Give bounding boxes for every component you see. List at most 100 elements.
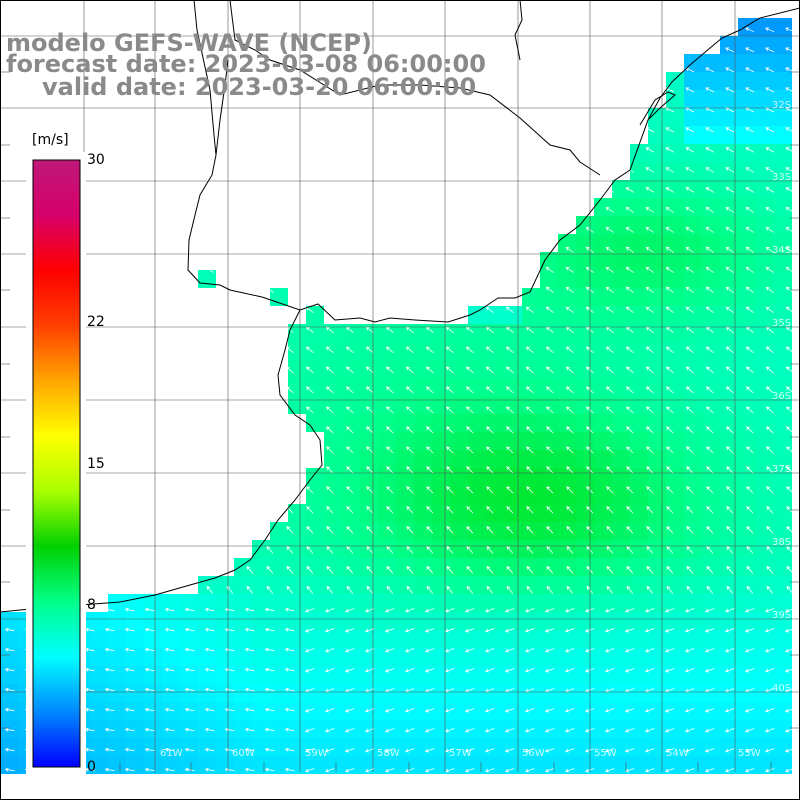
field-cell (720, 612, 738, 630)
wind-arrow (665, 207, 675, 213)
field-cell (522, 432, 540, 450)
wind-arrow (445, 668, 455, 673)
field-cell (774, 684, 792, 702)
field-cell (558, 648, 576, 666)
field-cell (738, 666, 756, 684)
wind-arrow (366, 506, 374, 514)
wind-arrow (386, 426, 394, 434)
wind-arrow (486, 585, 494, 594)
wind-arrow (666, 446, 674, 454)
wind-arrow (485, 306, 494, 314)
field-cell (450, 738, 468, 756)
wind-arrow (466, 486, 474, 494)
wind-arrow (306, 585, 314, 594)
wind-arrow (645, 187, 655, 193)
wind-arrow (345, 668, 355, 673)
wind-arrow (626, 506, 634, 514)
field-cell (684, 540, 702, 558)
field-cell (684, 468, 702, 486)
wind-arrow (465, 346, 474, 354)
field-cell (594, 666, 612, 684)
field-cell (756, 270, 774, 288)
field-cell (486, 450, 504, 468)
field-cell (414, 666, 432, 684)
field-cell (720, 54, 738, 72)
field-cell (558, 306, 576, 324)
field-cell (738, 252, 756, 270)
wind-arrow (326, 486, 334, 494)
wind-arrow (786, 406, 794, 414)
wind-arrow (425, 728, 435, 733)
field-cell (738, 270, 756, 288)
field-cell (756, 738, 774, 756)
field-cell (414, 576, 432, 594)
wind-arrow (625, 728, 635, 733)
field-cell (324, 450, 342, 468)
field-cell (540, 720, 558, 738)
field-cell (756, 486, 774, 504)
wind-arrow (686, 546, 694, 554)
field-cell (108, 648, 126, 666)
wind-arrow (645, 167, 655, 173)
field-cell (648, 702, 666, 720)
field-cell (342, 558, 360, 576)
field-cell (432, 558, 450, 576)
wind-arrow (645, 207, 655, 213)
field-cell (360, 342, 378, 360)
field-cell (396, 378, 414, 396)
field-cell (684, 162, 702, 180)
field-cell (486, 432, 504, 450)
field-cell (414, 756, 432, 774)
field-cell (630, 162, 648, 180)
field-cell (666, 90, 684, 108)
field-cell (342, 378, 360, 396)
field-cell (486, 522, 504, 540)
wind-arrow (325, 366, 334, 374)
wind-arrow (765, 127, 775, 133)
field-cell (756, 540, 774, 558)
field-cell (396, 360, 414, 378)
wind-arrow (224, 707, 235, 712)
field-cell (756, 36, 774, 54)
field-cell (486, 612, 504, 630)
wind-arrow (526, 386, 534, 394)
field-cell (702, 738, 720, 756)
wind-arrow (286, 546, 294, 554)
wind-arrow (566, 565, 574, 574)
field-cell (774, 720, 792, 738)
field-cell (378, 540, 396, 558)
field-cell (414, 720, 432, 738)
field-cell (414, 504, 432, 522)
field-cell (702, 54, 720, 72)
wind-arrow (765, 608, 775, 613)
wind-arrow (486, 546, 494, 554)
colorbar (32, 159, 81, 768)
field-cell (504, 342, 522, 360)
field-cell (396, 684, 414, 702)
field-cell (666, 288, 684, 306)
field-cell (342, 702, 360, 720)
wind-arrow (685, 187, 695, 193)
field-cell (450, 360, 468, 378)
wind-arrow (305, 608, 315, 613)
wind-arrow (426, 565, 434, 574)
wind-arrow (705, 728, 715, 733)
wind-arrow (745, 286, 754, 293)
field-cell (342, 666, 360, 684)
wind-arrow (726, 506, 734, 514)
field-cell (324, 630, 342, 648)
wind-arrow (426, 466, 434, 474)
field-cell (630, 594, 648, 612)
wind-arrow (184, 627, 195, 632)
wind-arrow (745, 648, 755, 653)
field-cell (504, 594, 522, 612)
field-cell (738, 522, 756, 540)
wind-arrow (486, 486, 494, 494)
wind-arrow (466, 446, 474, 454)
field-cell (774, 342, 792, 360)
field-cell (324, 756, 342, 774)
wind-arrow (246, 585, 254, 594)
wind-arrow (466, 585, 474, 594)
field-cell (396, 504, 414, 522)
wind-arrow (306, 565, 314, 574)
